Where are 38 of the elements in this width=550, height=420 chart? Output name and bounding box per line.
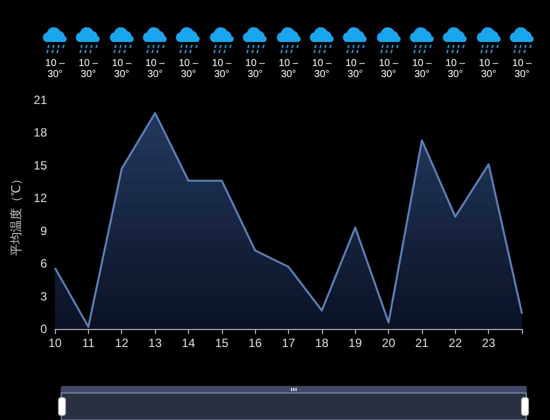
x-tick-label: 17 [282, 336, 296, 350]
x-tick-label: 22 [448, 336, 462, 350]
text: 10 – 30° [110, 58, 132, 80]
x-tick-label: 20 [382, 336, 396, 350]
y-tick-label: 15 [34, 158, 48, 172]
text: 10 – 30° [278, 58, 300, 80]
y-tick-label: 0 [40, 322, 48, 336]
y-tick-label: 6 [40, 256, 48, 271]
text: 10 – 30° [378, 58, 400, 80]
x-tick-label: 18 [315, 336, 329, 350]
text: 10 – 30° [344, 58, 366, 80]
x-tick-label: 10 [48, 336, 62, 350]
text: 10 – 30° [78, 58, 100, 80]
y-tick-label: 9 [40, 224, 48, 238]
text: 10 – 30° [311, 58, 333, 80]
text: 10 – 30° [511, 58, 533, 80]
text: 10 – 30° [411, 58, 433, 80]
text: 10 – 30° [478, 58, 500, 80]
x-tick-label: 16 [248, 336, 262, 350]
x-tick-label: 13 [148, 336, 162, 350]
x-tick-label: 21 [415, 336, 429, 350]
x-tick-label: 14 [182, 336, 196, 350]
x-tick-label: 11 [82, 336, 95, 350]
y-tick-label: 21 [34, 93, 48, 107]
y-tick-label: 3 [40, 289, 48, 304]
text: 10 – 30° [211, 58, 233, 80]
text: 10 – 30° [44, 58, 66, 80]
x-tick-label: 12 [115, 336, 129, 350]
text: 10 – 30° [444, 58, 466, 80]
y-tick-label: 12 [34, 191, 48, 206]
x-tick-label: 19 [348, 336, 362, 350]
text: 10 – 30° [144, 58, 166, 80]
text: 10 – 30° [244, 58, 266, 80]
y-tick-label: 18 [34, 126, 48, 140]
x-tick-label: 15 [215, 336, 229, 350]
y-axis-title: 平均温度（℃） [9, 173, 23, 256]
x-tick-label: 23 [482, 336, 496, 350]
text: 10 – 30° [178, 58, 200, 80]
